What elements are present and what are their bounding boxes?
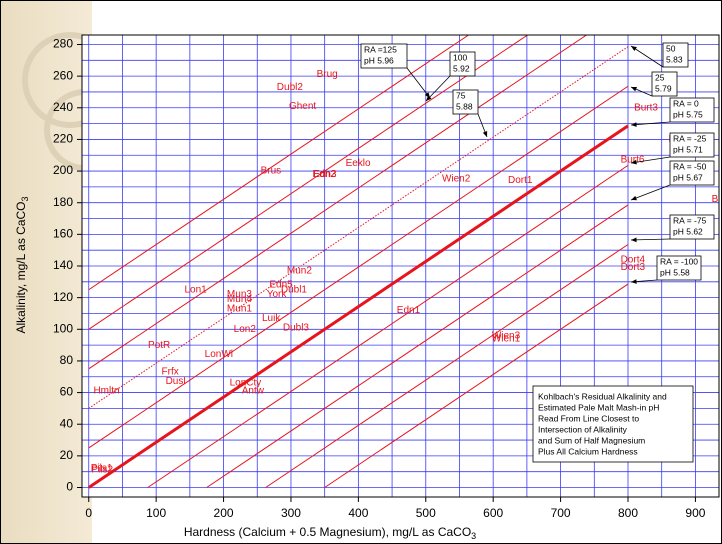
point-label: Dort1 — [508, 175, 533, 186]
point-label: PotR — [148, 340, 170, 351]
point-label: York — [267, 289, 288, 300]
x-tick-label: 500 — [416, 506, 436, 520]
point-label: Wien1 — [492, 333, 521, 344]
callout-label: RA =125 — [364, 44, 397, 54]
point-label: Edn3 — [313, 169, 337, 180]
y-tick-label: 160 — [53, 227, 73, 241]
note-line: Intersection of Alkalinity — [538, 424, 628, 434]
point-label: Lon1 — [184, 284, 207, 295]
point-label: Luik — [262, 313, 281, 324]
chart: BrugDubl2GhentBrusEekloEdn2Edn3Wien2Dort… — [0, 0, 722, 544]
callout-label: 5.92 — [453, 63, 470, 73]
point-label: Mun1 — [227, 303, 252, 314]
note-line: Kohlbach's Residual Alkalinity and — [538, 391, 667, 401]
point-label: Wien2 — [442, 174, 471, 185]
y-tick-label: 100 — [53, 321, 73, 335]
callout-label: RA = -25 — [673, 133, 707, 143]
callout-label: pH 5.67 — [673, 172, 703, 182]
callout-label: 5.88 — [456, 101, 473, 111]
point-label: LonWl — [205, 349, 233, 360]
point-label: Dubl3 — [283, 322, 310, 333]
point-label: Dubl2 — [277, 82, 304, 93]
y-tick-label: 0 — [66, 480, 73, 494]
y-tick-label: 280 — [53, 37, 73, 51]
point-label: Pils2 — [91, 465, 113, 476]
point-label: Ghent — [289, 101, 316, 112]
callout-label: 5.83 — [666, 54, 683, 64]
y-tick-label: 120 — [53, 290, 73, 304]
y-tick-label: 180 — [53, 195, 73, 209]
x-tick-label: 100 — [146, 506, 166, 520]
callout-label: pH 5.71 — [673, 144, 703, 154]
x-tick-label: 400 — [348, 506, 368, 520]
callout-label: pH 5.96 — [364, 55, 394, 65]
x-tick-label: 900 — [685, 506, 705, 520]
point-label: Antw — [242, 386, 265, 397]
callout-label: pH 5.58 — [660, 267, 690, 277]
x-tick-label: 200 — [214, 506, 234, 520]
point-label: Dort3 — [621, 262, 646, 273]
y-tick-label: 200 — [53, 163, 73, 177]
callout-label: RA = -100 — [660, 256, 698, 266]
y-tick-label: 40 — [60, 416, 74, 430]
point-label: Burt6 — [621, 155, 645, 166]
x-tick-label: 800 — [618, 506, 638, 520]
callout-label: 25 — [655, 72, 665, 82]
x-tick-label: 300 — [281, 506, 301, 520]
point-label: Hmltn — [93, 386, 119, 397]
callout-label: RA = -75 — [673, 215, 707, 225]
x-tick-label: 600 — [483, 506, 503, 520]
callout-label: RA = 0 — [673, 98, 699, 108]
x-tick-label: 0 — [85, 506, 92, 520]
x-axis-label: Hardness (Calcium + 0.5 Magnesium), mg/L… — [184, 525, 476, 541]
point-label: Mun2 — [287, 265, 312, 276]
callout-label: 100 — [453, 52, 467, 62]
x-tick-label: 700 — [551, 506, 571, 520]
point-label: Brug — [317, 69, 338, 80]
point-label: Bur — [712, 194, 722, 205]
point-label: Dusl — [166, 376, 186, 387]
y-axis-label: Alkalinity, mg/L as CaCO3 — [14, 196, 30, 333]
y-tick-label: 220 — [53, 132, 73, 146]
y-tick-label: 240 — [53, 100, 73, 114]
point-label: Burt3 — [634, 102, 658, 113]
note-line: Plus All Calcium Hardness — [538, 446, 638, 456]
y-tick-label: 60 — [60, 385, 74, 399]
callout-label: RA = -50 — [673, 161, 707, 171]
note-line: Read From Line Closest to — [538, 413, 639, 423]
callout-label: pH 5.75 — [673, 109, 703, 119]
y-tick-label: 140 — [53, 258, 73, 272]
note-line: and Sum of Half Magnesium — [538, 435, 645, 445]
point-label: Brus — [261, 166, 282, 177]
y-tick-label: 80 — [60, 353, 74, 367]
note-line: Estimated Pale Malt Mash-in pH — [538, 402, 659, 412]
callout-label: 75 — [456, 90, 466, 100]
y-tick-label: 20 — [60, 448, 74, 462]
callout-label: 50 — [666, 43, 676, 53]
callout-label: pH 5.62 — [673, 226, 703, 236]
callout-label: 5.79 — [655, 83, 672, 93]
point-label: Edn1 — [397, 305, 421, 316]
point-label: Eeklo — [346, 158, 371, 169]
y-tick-label: 260 — [53, 68, 73, 82]
point-label: Lon2 — [234, 324, 257, 335]
